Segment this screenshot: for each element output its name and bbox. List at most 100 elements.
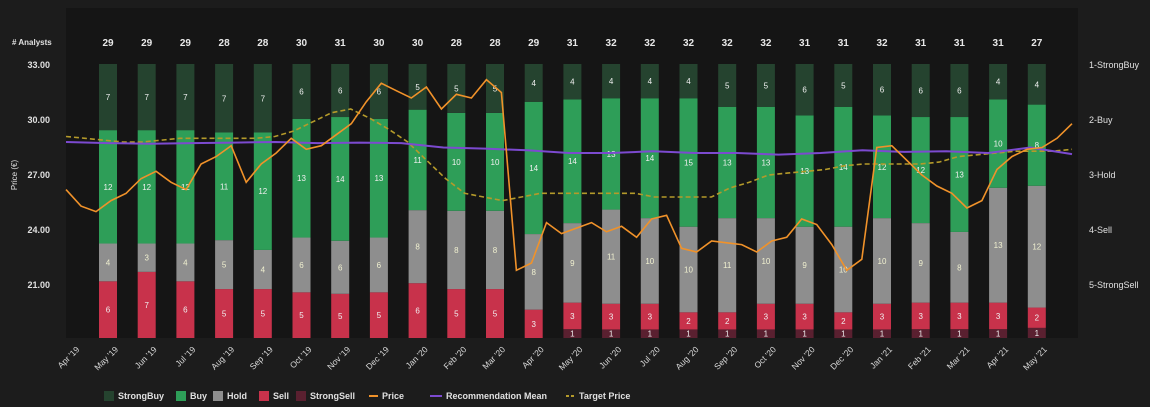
bar-segment-strongsell [602,329,621,338]
bar-segment-sell [873,303,891,330]
analyst-count: 32 [760,38,772,49]
bar-segment-buy [563,99,582,224]
bar-value-label: 10 [684,266,693,275]
bar-segment-strongbuy [369,64,388,119]
bar-value-label: 12 [181,183,190,192]
bar-value-label: 10 [994,140,1003,149]
bar-segment-strongbuy [602,64,621,99]
legend-swatch-buy [176,391,186,401]
analyst-count: 28 [451,38,463,49]
bar-segment-buy [137,130,156,244]
bar-segment-sell [253,289,272,338]
y-tick-label: 24.00 [27,225,50,235]
bar-segment-hold [950,231,969,303]
x-tick-label: Feb '20 [441,344,468,371]
bar-segment-strongsell [873,329,891,338]
bar-segment-sell [447,289,466,338]
bar-value-label: 6 [338,87,343,96]
bar-value-label: 12 [104,183,113,192]
bar-value-label: 3 [918,312,923,321]
bar-value-label: 5 [493,84,498,93]
x-tick-label: Aug '19 [209,344,236,371]
bar-segment-strongsell [563,329,582,338]
x-tick-label: Aug '20 [673,344,700,371]
bar-segment-strongbuy [679,64,698,99]
x-tick-label: Jul '20 [638,344,662,368]
bar-segment-sell [369,292,388,338]
bar-segment-buy [524,101,543,235]
bar-segment-sell [524,309,543,338]
analysts-row-label: # Analysts [12,38,52,47]
y-tick-label: 21.00 [27,280,50,290]
bar-value-label: 6 [918,87,923,96]
bar-value-label: 14 [529,164,538,173]
bar-value-label: 7 [222,94,227,103]
bar-segment-strongbuy [756,64,775,107]
bar-value-label: 4 [1035,80,1040,89]
bar-segment-strongbuy [408,64,427,110]
bar-segment-buy [756,106,775,219]
bar-value-label: 14 [336,175,345,184]
bar-value-label: 13 [761,158,770,167]
bar-value-label: 2 [725,317,730,326]
bar-value-label: 3 [802,313,807,322]
bar-segment-sell [215,289,234,338]
bar-segment-hold [331,240,350,294]
bar-segment-strongbuy [292,64,311,119]
x-tick-label: Nov '20 [789,344,816,371]
analyst-count: 30 [373,38,385,49]
bar-value-label: 4 [183,258,188,267]
bar-value-label: 1 [841,330,846,339]
bar-value-label: 12 [878,163,887,172]
bar-value-label: 7 [106,93,111,102]
bar-segment-sell [331,293,350,338]
target-price-line [65,108,1073,202]
bar-value-label: 5 [415,83,420,92]
bar-segment-strongsell [950,329,969,338]
bar-segment-strongsell [718,329,737,338]
bar-value-label: 6 [377,87,382,96]
analyst-count: 31 [915,38,927,49]
bar-segment-buy [1027,104,1046,186]
bar-value-label: 6 [106,306,111,315]
bar-value-label: 6 [299,87,304,96]
bar-segment-strongbuy [253,64,272,133]
bar-segment-strongsell [989,329,1008,338]
bar-value-label: 4 [648,77,653,86]
bar-value-label: 11 [413,156,422,165]
bar-value-label: 3 [996,312,1001,321]
analyst-count: 32 [683,38,695,49]
analyst-count: 32 [876,38,888,49]
bar-value-label: 9 [570,259,575,268]
bar-value-label: 9 [802,261,807,270]
bar-value-label: 1 [996,330,1001,339]
bar-value-label: 3 [648,313,653,322]
bar-segment-hold [447,210,466,290]
x-tick-label: Oct '20 [752,344,778,370]
bar-value-label: 13 [994,241,1003,250]
bar-segment-hold [253,249,272,290]
bar-value-label: 3 [144,254,149,263]
bar-segment-hold [640,218,659,304]
bar-value-label: 12 [142,183,151,192]
bar-value-label: 6 [802,86,807,95]
bar-segment-strongbuy [640,64,659,99]
bar-value-label: 10 [839,266,848,275]
analyst-count: 31 [567,38,579,49]
y-tick-label: 33.00 [27,60,50,70]
bar-value-label: 7 [144,301,149,310]
bar-segment-strongbuy [137,64,156,131]
bar-value-label: 1 [764,330,769,339]
legend-label: Recommendation Mean [446,391,547,401]
bar-value-label: 10 [452,158,461,167]
bar-segment-strongbuy [950,64,969,118]
bar-segment-hold [1027,185,1046,308]
bar-segment-hold [834,226,853,313]
x-tick-label: Dec '20 [828,344,855,371]
legend-label: Hold [227,391,247,401]
bar-segment-buy [331,117,350,241]
bar-value-label: 1 [802,330,807,339]
bar-segment-sell [602,303,621,330]
legend-swatch-hold [213,391,223,401]
x-tick-label: Oct '19 [288,344,314,370]
